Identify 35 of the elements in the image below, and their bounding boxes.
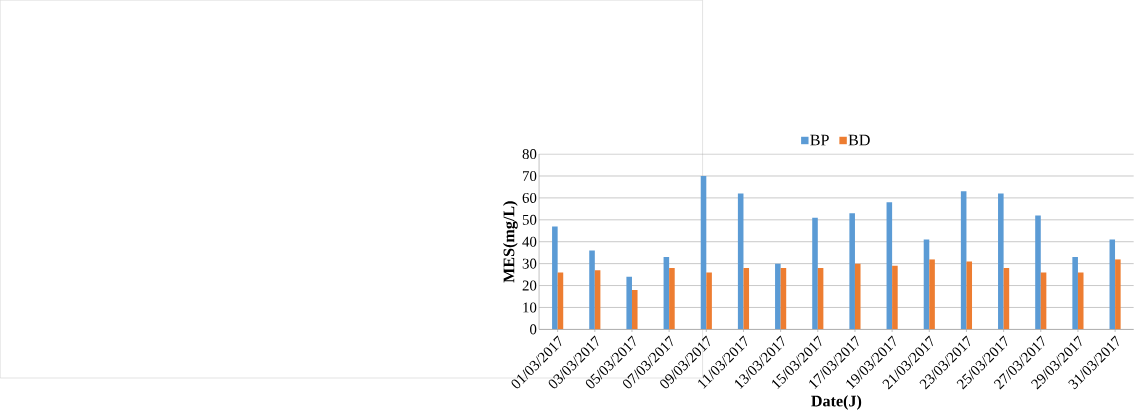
bar [854, 263, 861, 330]
y-axis-title: MES(mg/L) [503, 201, 518, 283]
bar [966, 261, 973, 330]
bar [1072, 257, 1078, 330]
y-tick-label: 60 [522, 192, 537, 203]
bar [998, 193, 1004, 330]
y-tick-label: 80 [522, 149, 537, 160]
bar [626, 276, 632, 330]
bar [706, 272, 712, 330]
y-tick-label: 20 [522, 280, 537, 291]
bar [775, 263, 781, 330]
bar [589, 250, 595, 330]
bar [849, 213, 855, 330]
x-axis-title: Date(J) [811, 395, 862, 410]
bar [557, 272, 564, 330]
bar [960, 191, 967, 330]
bar [886, 202, 893, 330]
y-tick-label: 50 [522, 214, 537, 225]
bar [669, 268, 675, 330]
bar [1077, 272, 1084, 330]
bar [631, 289, 638, 330]
y-tick-label: 10 [523, 302, 537, 313]
bar [743, 268, 750, 330]
bar [1040, 272, 1047, 330]
legend-label: BP [810, 134, 829, 146]
y-tick-label: 30 [522, 258, 537, 269]
y-tick-label: 70 [523, 171, 537, 182]
bar [892, 265, 898, 330]
bar [929, 259, 935, 330]
bar [812, 217, 818, 330]
bar [552, 226, 558, 330]
legend-label: BD [848, 134, 870, 146]
y-tick-label: 0 [530, 324, 537, 335]
bar [1035, 215, 1041, 330]
y-tick-label: 40 [522, 236, 537, 247]
